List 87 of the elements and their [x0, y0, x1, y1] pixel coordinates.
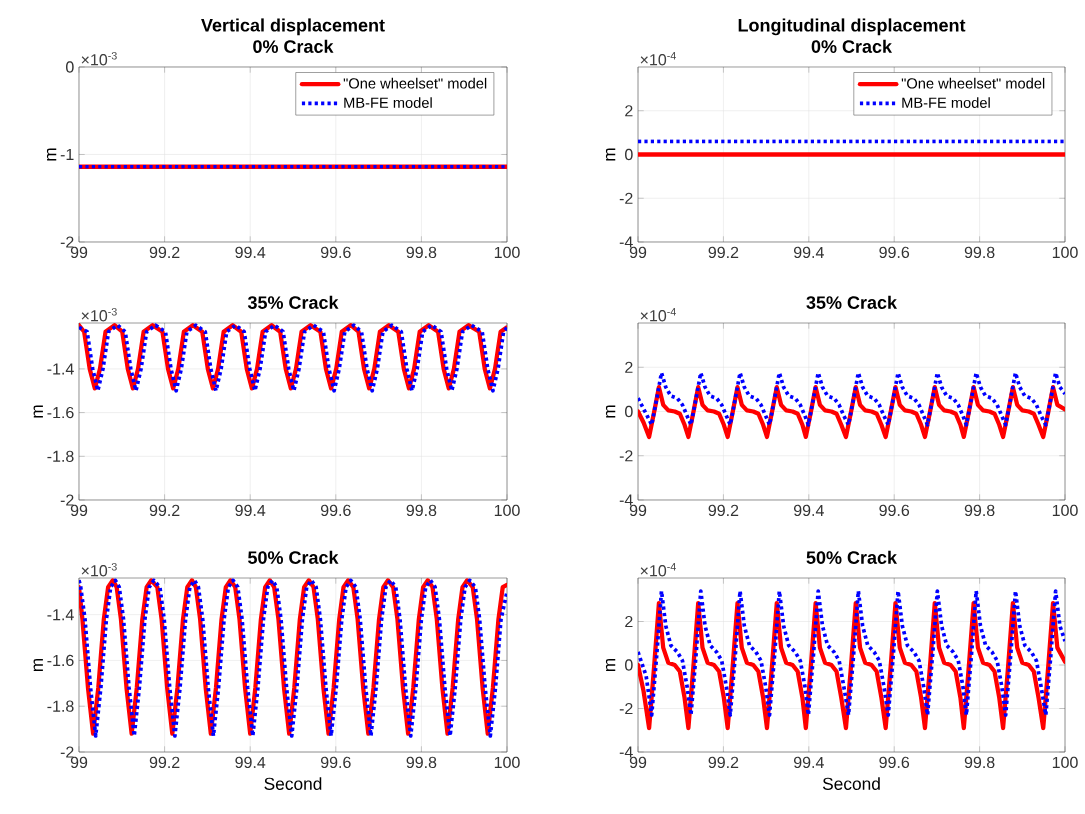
x-tick-label: 99.6 — [879, 756, 910, 769]
x-axis-title: Second — [822, 777, 880, 790]
x-tick-label: 100 — [1052, 246, 1078, 259]
x-tick-label: 99.2 — [708, 246, 739, 259]
chart-title: 50% Crack — [806, 550, 898, 564]
text: ×10$^{-3}$ — [81, 308, 117, 322]
y-tick-label: 2 — [625, 615, 633, 628]
line-series — [638, 370, 1066, 427]
text: ×10$^{-3}$ — [81, 51, 117, 66]
x-tick-label: 99.6 — [879, 246, 910, 259]
y-tick-label: -2 — [619, 450, 633, 462]
y-axis-title: m — [605, 148, 616, 161]
y-tick-label: -1 — [60, 149, 74, 160]
chart-subtitle: 0% Crack — [811, 39, 893, 53]
x-tick-label: 99.6 — [320, 504, 351, 517]
chart-title: Longitudinal displacement — [738, 18, 966, 36]
x-tick-label: 99.8 — [406, 756, 437, 769]
y-tick-label: 0 — [625, 659, 633, 671]
y-tick-label: -2 — [619, 192, 633, 204]
x-tick-label: 99.8 — [406, 504, 437, 517]
y-axis-title: m — [46, 148, 57, 161]
x-tick-label: 99.4 — [793, 246, 824, 259]
x-tick-label: 99.6 — [320, 246, 351, 259]
y-tick-label: -4 — [619, 746, 633, 758]
x-tick-label: 99 — [70, 246, 88, 259]
y-tick-label: -4 — [619, 236, 633, 248]
line-series — [638, 589, 1066, 717]
x-tick-label: 99 — [70, 504, 88, 517]
chart-title: 50% Crack — [248, 550, 339, 564]
x-tick-label: 99 — [629, 246, 647, 259]
y-tick-label: -1.8 — [47, 450, 74, 462]
y-tick-label: 0 — [66, 61, 74, 73]
x-tick-label: 99.2 — [149, 756, 180, 769]
x-tick-label: 99.4 — [793, 504, 824, 517]
legend-label: MB-FE model — [344, 97, 432, 108]
y-tick-label: -2 — [60, 746, 74, 758]
x-tick-label: 99.4 — [235, 756, 266, 769]
y-tick-label: -2 — [619, 702, 633, 715]
y-tick-label: -1.6 — [47, 406, 74, 419]
y-tick-label: 2 — [625, 105, 633, 117]
x-tick-label: 100 — [1052, 504, 1078, 517]
y-tick-label: -1.4 — [47, 363, 74, 375]
y-tick-label: -1.6 — [47, 654, 74, 667]
text: ×10$^{-4}$ — [640, 308, 676, 322]
x-tick-label: 99.2 — [149, 504, 180, 517]
x-tick-label: 99 — [70, 756, 88, 769]
x-tick-label: 99.6 — [879, 504, 910, 517]
y-axis-title: m — [33, 658, 43, 672]
y-tick-label: 0 — [625, 405, 633, 418]
legend-label: MB-FE model — [902, 97, 990, 108]
x-tick-label: 99.4 — [235, 504, 266, 517]
chart-subtitle: 0% Crack — [253, 39, 334, 53]
y-tick-label: -1.4 — [47, 609, 74, 621]
x-tick-label: 99.8 — [964, 246, 995, 259]
y-tick-label: 0 — [625, 148, 633, 161]
text: ×10$^{-3}$ — [81, 563, 117, 577]
y-axis-title: m — [605, 658, 616, 672]
x-tick-label: 99 — [629, 504, 647, 517]
legend-label: "One wheelset" model — [901, 77, 1045, 89]
x-tick-label: 99.8 — [964, 504, 995, 517]
x-tick-label: 100 — [494, 756, 520, 769]
x-tick-label: 99.4 — [235, 246, 266, 259]
x-tick-label: 99 — [629, 756, 647, 769]
y-tick-label: -2 — [60, 494, 74, 506]
y-tick-label: -1.8 — [47, 700, 74, 712]
x-tick-label: 100 — [1052, 756, 1078, 769]
chart-title: 35% Crack — [806, 295, 898, 309]
y-tick-label: -4 — [619, 494, 633, 506]
chart-title: Vertical displacement — [201, 18, 385, 36]
x-tick-label: 99.2 — [149, 246, 180, 259]
legend-label: "One wheelset" model — [343, 77, 487, 89]
text: ×10$^{-4}$ — [640, 563, 676, 577]
y-axis-title: m — [33, 405, 43, 418]
x-axis-title: Second — [264, 777, 322, 790]
x-tick-label: 99.4 — [793, 756, 824, 769]
x-tick-label: 99.2 — [708, 756, 739, 769]
x-tick-label: 99.6 — [320, 756, 351, 769]
x-tick-label: 99.8 — [406, 246, 437, 259]
x-tick-label: 99.8 — [964, 756, 995, 769]
chart-title: 35% Crack — [247, 295, 339, 309]
x-tick-label: 99.2 — [708, 504, 739, 517]
x-tick-label: 100 — [494, 504, 520, 517]
y-axis-title: m — [605, 405, 616, 418]
text: ×10$^{-4}$ — [640, 52, 676, 66]
x-tick-label: 100 — [494, 246, 520, 259]
y-tick-label: -2 — [60, 236, 74, 248]
y-tick-label: 2 — [625, 361, 633, 373]
